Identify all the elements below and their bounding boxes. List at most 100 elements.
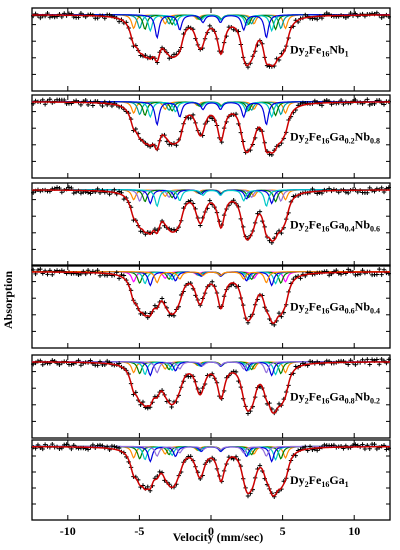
data-point bbox=[360, 357, 365, 363]
y-axis-title: Absorption bbox=[1, 271, 15, 329]
data-point bbox=[143, 310, 148, 316]
data-point bbox=[76, 272, 81, 278]
data-point bbox=[114, 445, 119, 450]
data-point bbox=[30, 361, 36, 367]
data-point bbox=[353, 442, 358, 447]
data-point bbox=[365, 190, 370, 195]
panel-4: Dy2Fe16Ga0.6Nb0.4 bbox=[30, 264, 392, 349]
data-point bbox=[83, 97, 88, 103]
data-point bbox=[50, 441, 55, 447]
data-point bbox=[365, 357, 370, 362]
x-axis: -10 -5 0 5 10 bbox=[60, 524, 360, 538]
panel-label: Dy2Fe16Ga1 bbox=[290, 473, 349, 489]
data-point bbox=[257, 209, 263, 214]
panel-6: Dy2Fe16Ga1 bbox=[30, 439, 392, 521]
data-point bbox=[353, 362, 358, 367]
subspectrum-line-5 bbox=[32, 445, 390, 458]
data-point bbox=[367, 102, 372, 108]
data-point bbox=[147, 54, 153, 59]
data-point bbox=[45, 272, 50, 277]
fit-line bbox=[32, 189, 390, 242]
data-point bbox=[319, 103, 325, 108]
data-point bbox=[169, 404, 174, 410]
data-point bbox=[233, 369, 239, 375]
data-point bbox=[245, 493, 251, 499]
x-tick-label: 5 bbox=[280, 524, 286, 538]
data-point bbox=[209, 116, 215, 121]
data-point bbox=[303, 12, 308, 18]
data-point bbox=[369, 357, 375, 362]
data-point bbox=[78, 190, 84, 196]
data-point bbox=[42, 102, 48, 107]
data-point bbox=[346, 362, 351, 367]
data-point bbox=[116, 276, 122, 281]
data-point bbox=[315, 448, 320, 453]
data-point bbox=[245, 411, 251, 416]
data-point bbox=[384, 447, 389, 452]
data-point bbox=[64, 442, 69, 447]
data-point bbox=[324, 97, 329, 103]
data-point bbox=[38, 266, 43, 272]
fit-line bbox=[31, 361, 390, 414]
data-point bbox=[159, 296, 165, 301]
data-point bbox=[207, 198, 213, 203]
data-point bbox=[90, 442, 96, 448]
panel-5: Dy2Fe16Ga0.8Nb0.2 bbox=[30, 354, 392, 439]
data-point bbox=[90, 103, 96, 108]
x-tick-label: 10 bbox=[348, 524, 360, 538]
data-point bbox=[47, 15, 53, 20]
data-point bbox=[167, 56, 172, 61]
fit-line bbox=[31, 101, 390, 154]
data-point bbox=[112, 444, 117, 449]
data-point bbox=[386, 185, 392, 190]
data-point bbox=[372, 442, 377, 447]
data-point bbox=[207, 23, 213, 29]
subspectrum-line-5 bbox=[32, 189, 390, 208]
data-point bbox=[116, 445, 122, 451]
data-point bbox=[374, 357, 380, 362]
data-point bbox=[346, 267, 351, 272]
x-axis-title: Velocity (mm/sec) bbox=[173, 530, 264, 544]
data-point bbox=[324, 10, 329, 16]
fit-line bbox=[31, 271, 390, 324]
data-point bbox=[97, 442, 103, 448]
data-point bbox=[66, 185, 72, 190]
data-point bbox=[116, 19, 122, 24]
data-point bbox=[78, 363, 84, 368]
data-point bbox=[343, 15, 349, 20]
data-point bbox=[379, 272, 384, 277]
x-tick-label: -5 bbox=[134, 524, 144, 538]
data-point bbox=[367, 362, 372, 367]
data-point bbox=[374, 10, 380, 16]
data-point bbox=[374, 272, 380, 277]
data-point bbox=[353, 272, 358, 278]
data-point bbox=[276, 401, 282, 407]
data-point bbox=[310, 186, 315, 192]
data-point bbox=[40, 362, 45, 367]
x-tick-label: 0 bbox=[208, 524, 214, 538]
data-point bbox=[307, 359, 313, 364]
data-point bbox=[95, 363, 100, 368]
data-point bbox=[85, 102, 91, 108]
data-point bbox=[30, 190, 36, 195]
data-point bbox=[57, 362, 62, 367]
data-point bbox=[276, 310, 282, 316]
data-point bbox=[88, 191, 93, 196]
data-point bbox=[152, 303, 158, 308]
data-point bbox=[298, 276, 303, 281]
data-point bbox=[360, 442, 365, 447]
data-point bbox=[71, 190, 76, 196]
data-point bbox=[121, 273, 127, 278]
data-point bbox=[377, 266, 382, 272]
panel-label: Dy2Fe16Nb1 bbox=[290, 43, 349, 59]
data-point bbox=[107, 191, 112, 197]
data-point bbox=[145, 406, 150, 411]
panel-2: Dy2Fe16Ga0.2Nb0.8 bbox=[30, 94, 392, 179]
panel-label: Dy2Fe16Ga0.2Nb0.8 bbox=[290, 130, 380, 146]
data-point bbox=[145, 484, 150, 490]
data-point bbox=[315, 17, 320, 22]
data-point bbox=[353, 97, 358, 103]
data-point bbox=[114, 270, 119, 275]
panel-1: Dy2Fe16Nb1 bbox=[30, 7, 392, 92]
data-point bbox=[379, 15, 384, 20]
